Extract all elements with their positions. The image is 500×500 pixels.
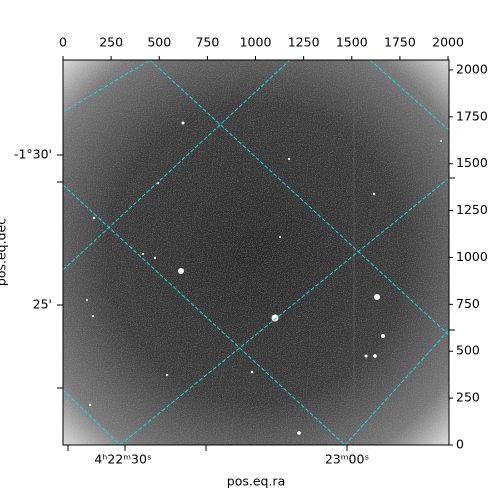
y-tick-label: 1250 <box>456 202 488 217</box>
x-axis-label: pos.eq.ra <box>227 474 285 489</box>
y-tick-label: 1000 <box>456 249 488 264</box>
y-tick-label: 500 <box>456 343 480 358</box>
y-tick-label: 250 <box>456 390 480 405</box>
world-ticks <box>57 154 455 451</box>
sky-image <box>63 60 449 445</box>
x-tick-label: 750 <box>195 35 219 50</box>
y-tick-label: 1500 <box>456 155 488 170</box>
x-tick-label: 1750 <box>384 35 416 50</box>
x-tick-label: 0 <box>59 35 67 50</box>
y-tick-label: 1750 <box>456 108 488 123</box>
y-tick-label: 0 <box>456 437 464 452</box>
x-tick-label: 500 <box>147 35 171 50</box>
ra-label: 4ʰ22ᵐ30ˢ <box>94 452 151 467</box>
x-tick-label: 2000 <box>432 35 464 50</box>
x-tick-label: 1250 <box>288 35 320 50</box>
y-axis-label: pos.eq.dec <box>0 218 9 286</box>
dec-label: -1°30' <box>14 147 52 162</box>
y-tick-label: 750 <box>456 296 480 311</box>
coordinate-grid <box>63 60 449 445</box>
dec-label: 25' <box>33 297 52 312</box>
y-tick-label: 2000 <box>456 61 488 76</box>
ra-label: 23ᵐ00ˢ <box>325 452 369 467</box>
x-tick-label: 1000 <box>240 35 272 50</box>
x-tick-label: 250 <box>99 35 123 50</box>
x-tick-label: 1500 <box>336 35 368 50</box>
